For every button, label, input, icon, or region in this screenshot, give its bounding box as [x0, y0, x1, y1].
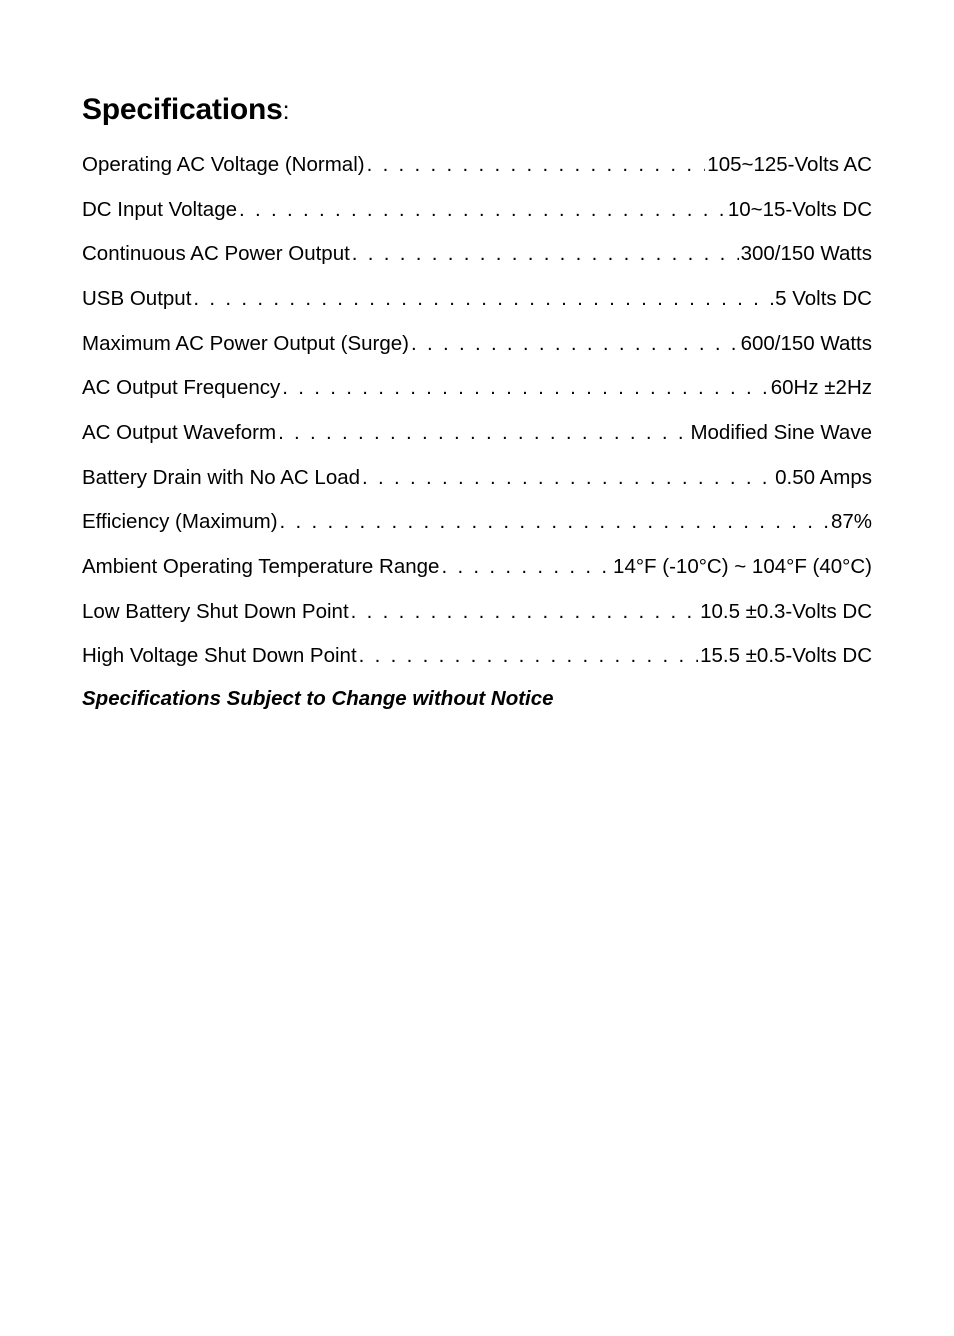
spec-row: Ambient Operating Temperature Range 14°F … [82, 553, 872, 581]
spec-label: AC Output Waveform [82, 419, 276, 447]
spec-label: Efficiency (Maximum) [82, 508, 278, 536]
leader-dots [411, 330, 739, 358]
spec-label: AC Output Frequency [82, 374, 280, 402]
section-heading: Specifications: [82, 90, 872, 127]
spec-row: AC Output Frequency 60Hz ±2Hz [82, 374, 872, 402]
leader-dots [278, 419, 688, 447]
spec-row: AC Output Waveform Modified Sine Wave [82, 419, 872, 447]
spec-value: 10.5 ±0.3-Volts DC [700, 598, 872, 626]
spec-row: Operating AC Voltage (Normal) 105~125-Vol… [82, 151, 872, 179]
spec-label: Operating AC Voltage (Normal) [82, 151, 365, 179]
leader-dots [359, 642, 698, 670]
specifications-footnote: Specifications Subject to Change without… [82, 687, 872, 711]
page: Specifications: Operating AC Voltage (No… [0, 0, 954, 711]
spec-row: Low Battery Shut Down Point 10.5 ±0.3-Vol… [82, 598, 872, 626]
spec-value: 60Hz ±2Hz [771, 374, 872, 402]
spec-label: Continuous AC Power Output [82, 240, 350, 268]
spec-row: Continuous AC Power Output 300/150 Watts [82, 240, 872, 268]
spec-value: 14°F (-10°C) ~ 104°F (40°C) [613, 553, 872, 581]
leader-dots [362, 464, 773, 492]
spec-row: USB Output 5 Volts DC [82, 285, 872, 313]
heading-colon: : [283, 97, 290, 125]
spec-row: High Voltage Shut Down Point 15.5 ±0.5-Vo… [82, 642, 872, 670]
spec-value: 5 Volts DC [775, 285, 872, 313]
spec-value: 15.5 ±0.5-Volts DC [700, 642, 872, 670]
spec-value: 300/150 Watts [741, 240, 872, 268]
spec-row: DC Input Voltage 10~15-Volts DC [82, 196, 872, 224]
leader-dots [352, 240, 739, 268]
leader-dots [239, 196, 726, 224]
leader-dots [193, 285, 773, 313]
spec-list: Operating AC Voltage (Normal) 105~125-Vol… [82, 151, 872, 670]
spec-value: 105~125-Volts AC [707, 151, 872, 179]
spec-value: 600/150 Watts [741, 330, 872, 358]
heading-text: Specifications [82, 93, 283, 126]
leader-dots [441, 553, 611, 581]
spec-label: Ambient Operating Temperature Range [82, 553, 439, 581]
leader-dots [280, 508, 829, 536]
spec-row: Battery Drain with No AC Load 0.50 Amps [82, 464, 872, 492]
spec-label: Maximum AC Power Output (Surge) [82, 330, 409, 358]
spec-value: 0.50 Amps [775, 464, 872, 492]
leader-dots [282, 374, 768, 402]
spec-label: High Voltage Shut Down Point [82, 642, 357, 670]
leader-dots [367, 151, 706, 179]
spec-row: Maximum AC Power Output (Surge) 600/150 W… [82, 330, 872, 358]
spec-label: USB Output [82, 285, 191, 313]
leader-dots [351, 598, 698, 626]
spec-label: Low Battery Shut Down Point [82, 598, 349, 626]
spec-value: 87% [831, 508, 872, 536]
spec-value: Modified Sine Wave [690, 419, 872, 447]
spec-label: DC Input Voltage [82, 196, 237, 224]
spec-row: Efficiency (Maximum) 87% [82, 508, 872, 536]
spec-value: 10~15-Volts DC [728, 196, 872, 224]
spec-label: Battery Drain with No AC Load [82, 464, 360, 492]
